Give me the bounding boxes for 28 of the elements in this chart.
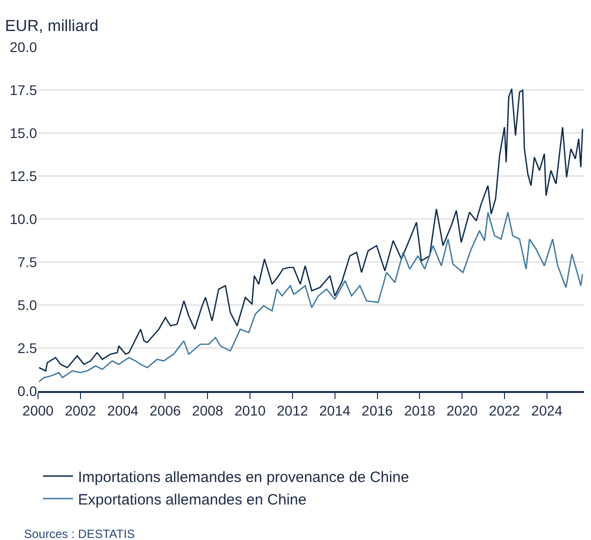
y-tick-label: 7.5 [18, 254, 38, 270]
x-tick-label: 2018 [404, 402, 436, 419]
line-series [38, 88, 584, 372]
source-note: Sources : DESTATIS [24, 527, 135, 540]
x-tick-label: 2004 [107, 402, 139, 419]
y-tick-label: 0.0 [18, 382, 38, 399]
y-tick-label: 20.0 [10, 38, 38, 55]
x-tick-label: 2022 [488, 402, 520, 419]
x-tick-label: 2006 [150, 402, 181, 419]
y-axis-title: EUR, milliard [5, 18, 98, 35]
x-tick-label: 2016 [362, 402, 394, 419]
y-tick-label: 2.5 [18, 340, 38, 356]
x-tick-label: 2002 [64, 402, 96, 419]
y-tick-label: 15.0 [10, 124, 38, 141]
x-tick-label: 2014 [319, 402, 351, 419]
x-tick-label: 2008 [192, 402, 224, 419]
x-tick-label: 2010 [234, 402, 266, 419]
x-tick-label: 2024 [531, 402, 563, 419]
x-tick-label: 2000 [22, 402, 54, 419]
y-tick-label: 10.0 [10, 210, 38, 227]
line-series [38, 212, 584, 382]
y-tick-label: 5.0 [18, 296, 38, 313]
legend-label: Importations allemandes en provenance de Chine [78, 468, 410, 486]
y-tick-label: 12.5 [10, 168, 38, 184]
legend-label: Exportations allemandes en Chine [78, 491, 306, 508]
x-tick-label: 2020 [446, 402, 478, 419]
x-tick-label: 2012 [276, 402, 308, 419]
y-tick-label: 17.5 [10, 82, 38, 98]
